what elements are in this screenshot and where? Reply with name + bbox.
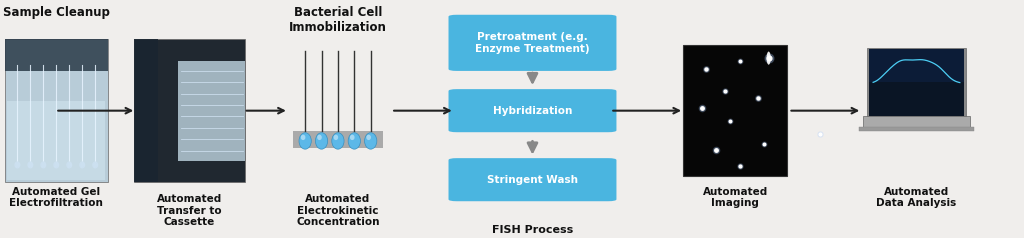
Ellipse shape <box>332 133 344 149</box>
Text: Automated Gel
Electrofiltration: Automated Gel Electrofiltration <box>9 187 103 208</box>
Ellipse shape <box>350 135 354 140</box>
Ellipse shape <box>28 162 33 168</box>
Ellipse shape <box>299 133 311 149</box>
Text: Hybridization: Hybridization <box>493 106 572 116</box>
Ellipse shape <box>317 135 322 140</box>
FancyBboxPatch shape <box>7 101 105 180</box>
FancyBboxPatch shape <box>862 115 971 128</box>
FancyBboxPatch shape <box>869 49 964 82</box>
Text: Automated
Data Analysis: Automated Data Analysis <box>877 187 956 208</box>
FancyBboxPatch shape <box>178 61 245 161</box>
Ellipse shape <box>334 135 338 140</box>
FancyBboxPatch shape <box>449 15 616 71</box>
Text: Bacterial Cell
Immobilization: Bacterial Cell Immobilization <box>289 6 387 34</box>
Text: Sample Cleanup: Sample Cleanup <box>3 6 110 19</box>
Ellipse shape <box>315 133 328 149</box>
FancyBboxPatch shape <box>449 89 616 132</box>
FancyBboxPatch shape <box>134 39 245 182</box>
FancyBboxPatch shape <box>134 39 159 182</box>
FancyBboxPatch shape <box>869 49 964 115</box>
FancyBboxPatch shape <box>683 45 787 176</box>
Ellipse shape <box>41 162 46 168</box>
Text: Automated
Transfer to
Cassette: Automated Transfer to Cassette <box>157 194 222 227</box>
Ellipse shape <box>367 135 371 140</box>
Ellipse shape <box>54 162 58 168</box>
Ellipse shape <box>767 52 771 65</box>
Text: Stringent Wash: Stringent Wash <box>487 175 578 185</box>
FancyBboxPatch shape <box>859 127 974 131</box>
Ellipse shape <box>301 135 305 140</box>
Text: Automated
Electrokinetic
Concentration: Automated Electrokinetic Concentration <box>296 194 380 227</box>
Text: Automated
Imaging: Automated Imaging <box>702 187 768 208</box>
FancyBboxPatch shape <box>5 39 108 182</box>
Ellipse shape <box>15 162 19 168</box>
FancyBboxPatch shape <box>867 48 966 117</box>
FancyBboxPatch shape <box>449 158 616 201</box>
FancyBboxPatch shape <box>293 131 383 148</box>
Ellipse shape <box>67 162 72 168</box>
Ellipse shape <box>80 162 85 168</box>
Text: Pretroatment (e.g.
Enzyme Treatment): Pretroatment (e.g. Enzyme Treatment) <box>475 32 590 54</box>
Ellipse shape <box>348 133 360 149</box>
Text: FISH Process: FISH Process <box>492 225 573 235</box>
FancyBboxPatch shape <box>5 39 108 71</box>
Ellipse shape <box>93 162 97 168</box>
Ellipse shape <box>365 133 377 149</box>
